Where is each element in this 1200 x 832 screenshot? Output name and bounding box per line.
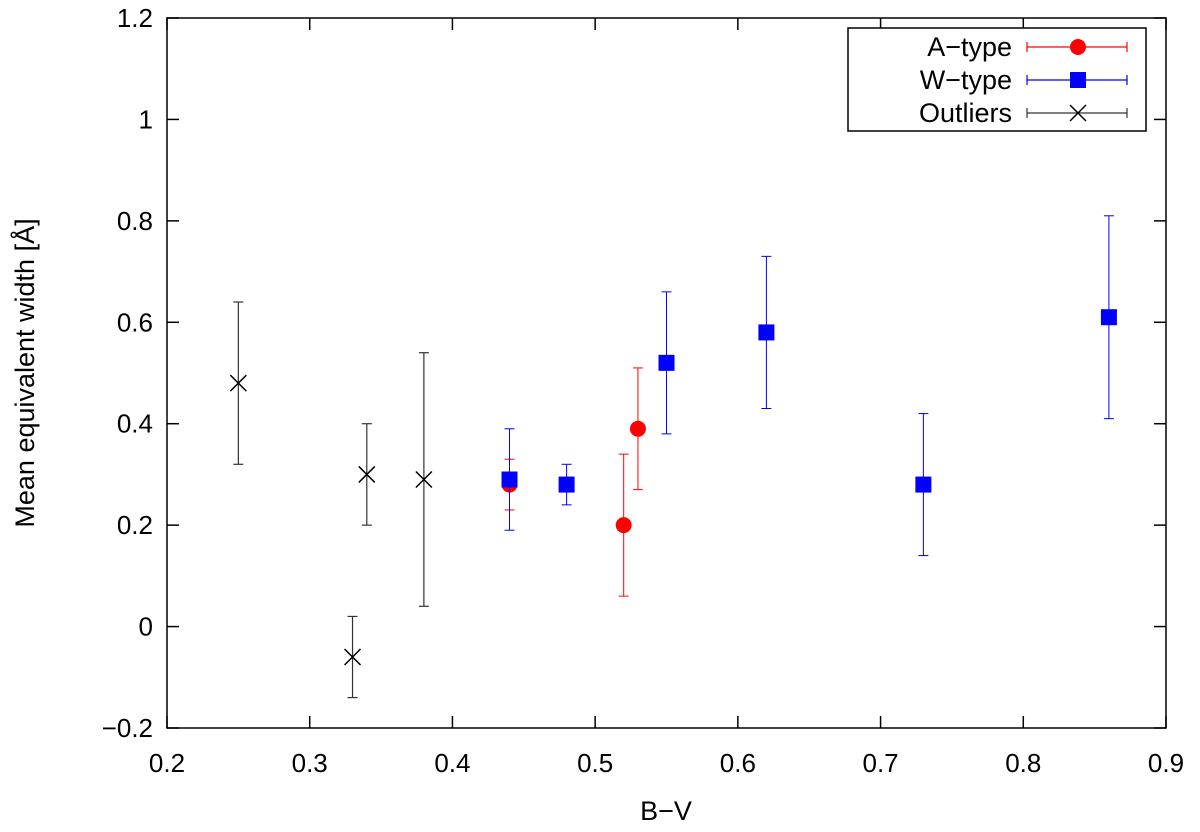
- legend-marker: [1069, 104, 1087, 122]
- x-tick-label: 0.7: [862, 748, 898, 778]
- axis-ticks: [166, 17, 1167, 729]
- x-tick-label: 0.2: [149, 748, 185, 778]
- x-tick-label: 0.8: [1005, 748, 1041, 778]
- data-point: [615, 517, 632, 534]
- data-point: [629, 420, 646, 437]
- y-tick-label: −0.2: [102, 713, 153, 743]
- legend-marker: [1070, 72, 1086, 88]
- y-tick-label: 1.2: [117, 3, 153, 33]
- axis-tick-labels: 0.2 0.3 0.4 0.5 0.6 0.7 0.8 0.9 −0.2 0 0.2 0.4 0.6 0.…: [102, 3, 1184, 778]
- data-point: [758, 324, 775, 341]
- x-tick-label: 0.5: [577, 748, 613, 778]
- data-point: [558, 476, 575, 493]
- x-tick-label: 0.4: [434, 748, 470, 778]
- y-tick-label: 0.2: [117, 510, 153, 540]
- y-tick-label: 0.4: [117, 409, 153, 439]
- y-axis-title: Mean equivalent width [Å]: [9, 218, 40, 527]
- y-tick-label: 0.8: [117, 206, 153, 236]
- data-point: [358, 465, 376, 483]
- data-point: [1100, 309, 1117, 326]
- y-tick-label: 1: [139, 104, 153, 134]
- legend-label: W−type: [920, 65, 1012, 95]
- x-tick-label: 0.6: [720, 748, 756, 778]
- data-point: [343, 648, 362, 666]
- data-series: [229, 215, 1117, 699]
- y-tick-label: 0: [139, 612, 153, 642]
- series-outliers: [229, 301, 433, 699]
- x-axis-title: B−V: [640, 796, 692, 826]
- legend-label: A−type: [927, 32, 1012, 62]
- series-w-type: [501, 215, 1117, 557]
- x-tick-label: 0.9: [1148, 748, 1184, 778]
- data-point: [915, 476, 932, 493]
- legend-marker: [1070, 39, 1086, 55]
- y-tick-label: 0.6: [117, 307, 153, 337]
- data-point: [415, 470, 433, 489]
- legend-label: Outliers: [919, 98, 1012, 128]
- data-point: [229, 374, 247, 392]
- data-point: [501, 471, 518, 488]
- data-point: [658, 354, 675, 371]
- x-tick-label: 0.3: [292, 748, 328, 778]
